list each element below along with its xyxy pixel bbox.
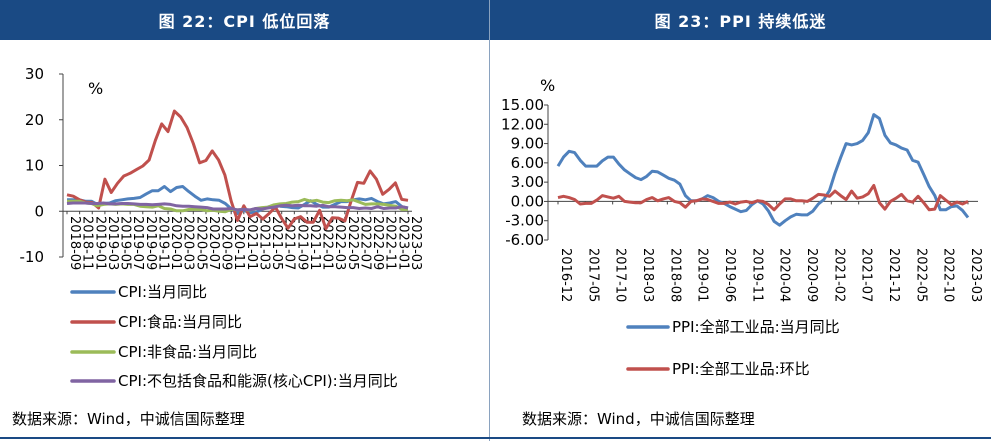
cpi-x-tick-15: 2021-03 (256, 216, 271, 270)
ppi-y-tick-7: -6.00 (505, 231, 544, 249)
cpi-x-tick-22: 2022-05 (345, 216, 360, 270)
ppi-chart-title: 图 23：PPI 持续低迷 (490, 0, 991, 40)
ppi-y-tick-6: -3.00 (505, 212, 544, 230)
cpi-x-tick-24: 2022-09 (370, 216, 385, 270)
cpi-x-tick-25: 2022-11 (383, 216, 398, 270)
ppi-source-note: 数据来源：Wind，中诚信国际整理 (522, 410, 755, 428)
ppi-y-tick-1: 12.00 (501, 115, 544, 133)
cpi-x-tick-4: 2019-05 (118, 216, 133, 270)
ppi-legend-label-0: PPI:全部工业品:当月同比 (672, 318, 840, 336)
cpi-x-tick-9: 2020-03 (181, 216, 196, 270)
cpi-y-tick-3: 0 (34, 202, 44, 220)
cpi-y-tick-2: 10 (25, 157, 44, 175)
cpi-panel: 图 22：CPI 低位回落 % 30 20 10 0 -10 2018-09 2018-11 2… (0, 0, 489, 441)
cpi-legend-label-0: CPI:当月同比 (118, 283, 207, 301)
cpi-x-tick-8: 2020-01 (168, 216, 183, 270)
ppi-x-tick-0: 2016-12 (558, 248, 573, 302)
cpi-legend-label-1: CPI:食品:当月同比 (118, 313, 242, 331)
cpi-x-tick-14: 2021-01 (244, 216, 259, 270)
cpi-y-tick-4: -10 (20, 248, 45, 266)
panel-divider (489, 0, 490, 441)
cpi-x-tick-1: 2018-11 (80, 216, 95, 270)
cpi-legend-label-3: CPI:不包括食品和能源(核心CPI):当月同比 (118, 372, 398, 390)
ppi-x-tick-1: 2017-05 (585, 248, 600, 302)
cpi-x-tick-2: 2019-01 (92, 216, 107, 270)
ppi-y-tick-3: 6.00 (511, 154, 544, 172)
cpi-unit-label: % (88, 79, 103, 98)
cpi-x-tick-7: 2019-11 (155, 216, 170, 270)
ppi-x-tick-5: 2019-01 (695, 248, 710, 302)
cpi-y-tick-1: 20 (25, 111, 44, 129)
cpi-x-tick-0: 2018-09 (67, 216, 82, 270)
cpi-x-tick-5: 2019-07 (130, 216, 145, 270)
ppi-x-tick-10: 2021-02 (831, 248, 846, 302)
cpi-x-tick-12: 2020-09 (219, 216, 234, 270)
cpi-x-tick-23: 2022-07 (357, 216, 372, 270)
ppi-y-tick-2: 9.00 (511, 135, 544, 153)
ppi-x-tick-2: 2017-10 (613, 248, 628, 302)
ppi-x-tick-8: 2020-04 (777, 248, 792, 302)
ppi-legend-label-1: PPI:全部工业品:环比 (672, 360, 810, 378)
cpi-series-line-3 (66, 201, 409, 212)
ppi-y-tick-4: 3.00 (511, 173, 544, 191)
ppi-x-tick-9: 2020-09 (804, 248, 819, 302)
ppi-x-tick-4: 2018-08 (667, 248, 682, 302)
cpi-x-tick-18: 2021-09 (294, 216, 309, 270)
cpi-x-tick-27: 2023-03 (408, 216, 423, 270)
cpi-x-tick-13: 2020-11 (231, 216, 246, 270)
cpi-x-tick-17: 2021-07 (282, 216, 297, 270)
cpi-x-tick-10: 2020-05 (193, 216, 208, 270)
cpi-x-tick-16: 2021-05 (269, 216, 284, 270)
ppi-unit-label: % (540, 76, 555, 95)
cpi-x-tick-26: 2023-01 (395, 216, 410, 270)
ppi-x-tick-7: 2019-11 (749, 248, 764, 302)
ppi-x-tick-3: 2018-03 (640, 248, 655, 302)
cpi-x-tick-19: 2021-11 (307, 216, 322, 270)
cpi-y-tick-0: 30 (25, 65, 44, 83)
ppi-series-line-1 (557, 183, 969, 212)
cpi-chart-title: 图 22：CPI 低位回落 (0, 0, 489, 40)
ppi-y-tick-0: 15.00 (501, 96, 544, 114)
ppi-panel: 图 23：PPI 持续低迷 % 15.00 12.00 9.00 6.00 3.00 0.0… (490, 0, 991, 441)
bottom-rule (0, 437, 991, 439)
ppi-x-tick-13: 2022-05 (913, 248, 928, 302)
ppi-x-tick-6: 2019-06 (722, 248, 737, 302)
cpi-x-tick-21: 2022-03 (332, 216, 347, 270)
cpi-x-tick-11: 2020-07 (206, 216, 221, 270)
ppi-y-tick-5: 0.00 (511, 192, 544, 210)
ppi-series-line-0 (556, 113, 970, 227)
cpi-x-tick-3: 2019-03 (105, 216, 120, 270)
ppi-x-tick-15: 2023-03 (968, 248, 983, 302)
cpi-x-tick-20: 2022-01 (320, 216, 335, 270)
cpi-source-note: 数据来源：Wind，中诚信国际整理 (12, 410, 245, 428)
ppi-x-tick-12: 2021-12 (886, 248, 901, 302)
cpi-legend-label-2: CPI:非食品:当月同比 (118, 343, 257, 361)
ppi-x-tick-11: 2021-07 (859, 248, 874, 302)
cpi-x-tick-6: 2019-09 (143, 216, 158, 270)
ppi-x-tick-14: 2022-10 (941, 248, 956, 302)
